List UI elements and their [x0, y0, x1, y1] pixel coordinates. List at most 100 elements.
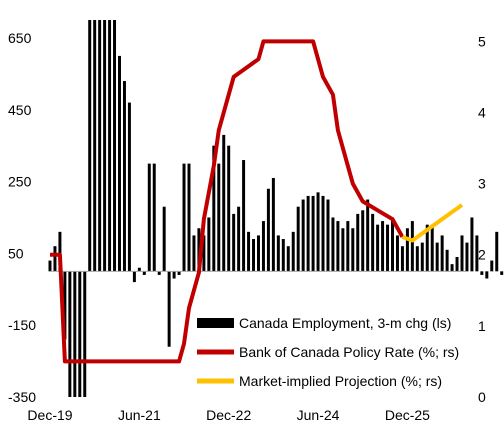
employment-bar — [455, 256, 459, 272]
right-axis-tick-label: 3 — [478, 176, 486, 192]
employment-bar — [113, 20, 117, 272]
rate-lines — [50, 39, 464, 364]
employment-bar — [331, 217, 335, 272]
employment-bar — [202, 235, 206, 272]
x-axis-tick-label: Jun-24 — [297, 407, 340, 423]
employment-bar — [132, 271, 136, 283]
employment-bar — [187, 163, 191, 272]
employment-bar — [495, 231, 499, 272]
employment-bar — [425, 224, 429, 272]
employment-bar — [237, 206, 241, 272]
left-axis-tick-label: -350 — [8, 389, 36, 405]
employment-bar — [127, 102, 131, 272]
left-axis-tick-label: 250 — [8, 174, 32, 190]
legend: Canada Employment, 3-m chg (ls) Bank of … — [193, 308, 459, 400]
employment-bar — [247, 231, 251, 272]
employment-bar — [217, 163, 221, 272]
employment-bar — [475, 235, 479, 272]
employment-bar — [386, 224, 390, 272]
employment-bar — [207, 217, 211, 272]
employment-bar — [405, 228, 409, 272]
employment-bar — [460, 235, 464, 272]
right-axis-tick-label: 1 — [478, 318, 486, 334]
employment-bar — [296, 206, 300, 272]
employment-bar — [122, 81, 126, 272]
employment-bar — [395, 235, 399, 272]
employment-bar — [430, 224, 434, 272]
employment-bar — [182, 163, 186, 272]
policy-rate-line — [50, 39, 405, 364]
legend-swatch-employment — [197, 318, 234, 328]
x-axis-tick-label: Dec-25 — [385, 407, 430, 423]
employment-bar — [485, 271, 489, 279]
right-axis-ticks: 5 4 3 2 1 0 — [478, 33, 486, 405]
employment-bar — [152, 163, 156, 272]
employment-bar — [157, 271, 161, 275]
employment-bar — [147, 163, 151, 272]
employment-bar — [465, 242, 469, 272]
employment-bar — [88, 20, 92, 272]
employment-bar — [266, 188, 270, 272]
employment-bar — [346, 221, 350, 272]
employment-bar — [410, 221, 414, 272]
employment-bar — [376, 224, 380, 272]
right-axis-tick-label: 0 — [478, 389, 486, 405]
left-axis-tick-label: 650 — [8, 30, 32, 46]
x-axis-ticks: Dec-19 Jun-21 Dec-22 Jun-24 Dec-25 — [27, 407, 430, 423]
employment-bar — [73, 271, 77, 397]
employment-bar — [435, 242, 439, 272]
employment-bar — [48, 260, 52, 272]
employment-bar — [137, 267, 141, 272]
employment-bar — [341, 228, 345, 272]
employment-bar — [118, 55, 121, 272]
employment-bar — [142, 271, 146, 275]
employment-bar — [177, 271, 181, 275]
employment-bar — [222, 134, 226, 272]
employment-bar — [500, 271, 504, 275]
employment-bar — [400, 246, 404, 272]
legend-background — [193, 308, 443, 400]
employment-bar — [93, 20, 97, 272]
employment-bar — [98, 20, 102, 272]
legend-label-employment: Canada Employment, 3-m chg (ls) — [239, 315, 451, 331]
employment-bar — [371, 213, 375, 272]
employment-bar — [212, 145, 216, 272]
employment-bar — [391, 217, 394, 272]
employment-bar — [450, 264, 454, 272]
employment-bar — [351, 228, 355, 272]
employment-bar — [276, 235, 280, 272]
employment-bar — [306, 195, 310, 272]
employment-bar — [366, 199, 370, 272]
employment-bar — [192, 235, 196, 272]
x-axis-tick-label: Dec-22 — [206, 407, 251, 423]
employment-bar — [261, 221, 265, 272]
employment-bar — [445, 249, 449, 272]
employment-bar — [415, 246, 419, 272]
employment-bar — [63, 271, 67, 340]
employment-bar — [162, 206, 166, 272]
employment-bar — [256, 235, 260, 272]
employment-bar — [78, 271, 82, 397]
employment-bar — [68, 271, 72, 397]
employment-bar — [58, 231, 62, 272]
right-axis-tick-label: 4 — [478, 104, 486, 120]
legend-label-projection: Market-implied Projection (%; rs) — [239, 373, 442, 389]
projection-line — [401, 203, 464, 243]
employment-bar — [311, 195, 315, 272]
employment-bar — [321, 195, 325, 272]
employment-bar — [108, 20, 112, 272]
employment-bar — [291, 231, 295, 272]
left-axis-ticks: 650 450 250 50 -150 -350 — [8, 30, 36, 405]
employment-bar — [271, 177, 275, 272]
employment-bar — [440, 235, 444, 272]
employment-bar — [172, 271, 176, 279]
employment-bar — [470, 217, 474, 272]
employment-bar — [336, 221, 340, 272]
left-axis-tick-label: -150 — [8, 317, 36, 333]
employment-bar — [232, 213, 236, 272]
x-axis-tick-label: Dec-19 — [27, 407, 72, 423]
employment-bar — [326, 199, 330, 272]
employment-bar — [420, 242, 424, 272]
legend-label-policy-rate: Bank of Canada Policy Rate (%; rs) — [239, 344, 459, 360]
x-axis-tick-label: Jun-21 — [118, 407, 161, 423]
